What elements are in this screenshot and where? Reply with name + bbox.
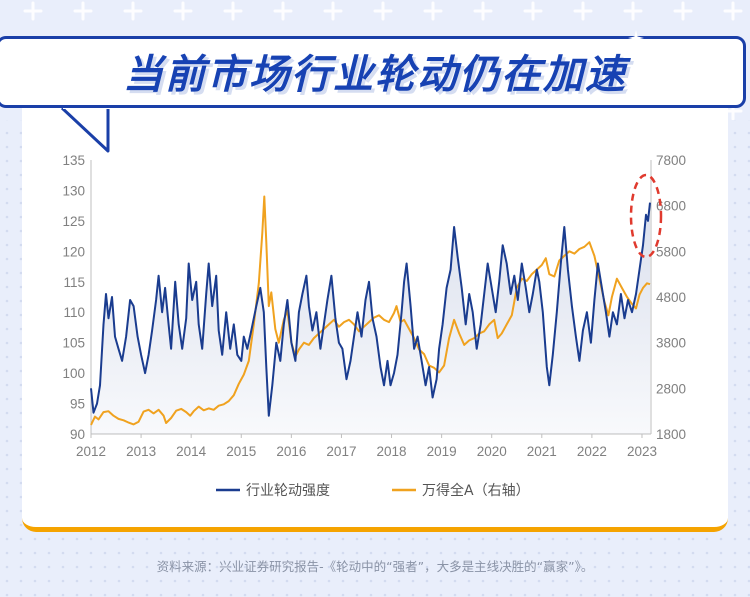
x-tick-label: 2021 [527, 444, 557, 459]
x-tick-label: 2020 [477, 444, 507, 459]
y-left-tick-label: 110 [63, 305, 85, 320]
x-tick-label: 2013 [126, 444, 156, 459]
x-tick-label: 2019 [427, 444, 457, 459]
x-tick-label: 2016 [276, 444, 306, 459]
y-right-tick-label: 2800 [656, 381, 686, 396]
y-left-tick-label: 135 [62, 153, 85, 168]
y-left-tick-label: 120 [62, 244, 85, 259]
y-right-tick-label: 5800 [656, 244, 686, 259]
legend: 行业轮动强度 万得全A（右轴） [216, 482, 530, 499]
x-tick-label: 2017 [326, 444, 356, 459]
y-left-tick-label: 105 [62, 336, 85, 351]
peak-highlight-ellipse [629, 173, 663, 259]
page-title: 当前市场行业轮动仍在加速 [123, 52, 627, 98]
y-left-tick-label: 130 [62, 183, 85, 198]
x-tick-label: 2015 [226, 444, 256, 459]
series-line-rotation [90, 202, 651, 417]
legend-label-rotation: 行业轮动强度 [246, 483, 330, 499]
sparkle-icon [628, 30, 644, 46]
x-tick-label: 2012 [76, 444, 106, 459]
y-left-tick-label: 90 [70, 427, 85, 442]
chart-card [22, 108, 728, 532]
x-tick-label: 2023 [627, 444, 657, 459]
x-tick-label: 2018 [377, 444, 407, 459]
y-right-tick-label: 4800 [656, 290, 686, 305]
y-right-tick-label: 3800 [656, 336, 686, 351]
legend-label-index: 万得全A（右轴） [422, 482, 530, 499]
y-right-tick-label: 7800 [656, 153, 686, 168]
x-tick-label: 2022 [577, 444, 607, 459]
y-right-tick-label: 1800 [656, 427, 686, 442]
series-line-index [90, 195, 651, 426]
source-note: 资料来源：兴业证券研究报告-《轮动中的“强者”，大多是主线决胜的“赢家”》。 [156, 559, 594, 574]
rotation-area-fill [91, 202, 650, 434]
y-left-tick-label: 100 [62, 366, 85, 381]
x-tick-label: 2014 [176, 444, 207, 459]
y-left-tick-label: 125 [62, 214, 85, 229]
y-left-tick-label: 95 [70, 397, 85, 412]
y-right-tick-label: 6800 [656, 199, 686, 214]
title-banner [0, 36, 746, 108]
y-left-tick-label: 115 [63, 275, 85, 290]
